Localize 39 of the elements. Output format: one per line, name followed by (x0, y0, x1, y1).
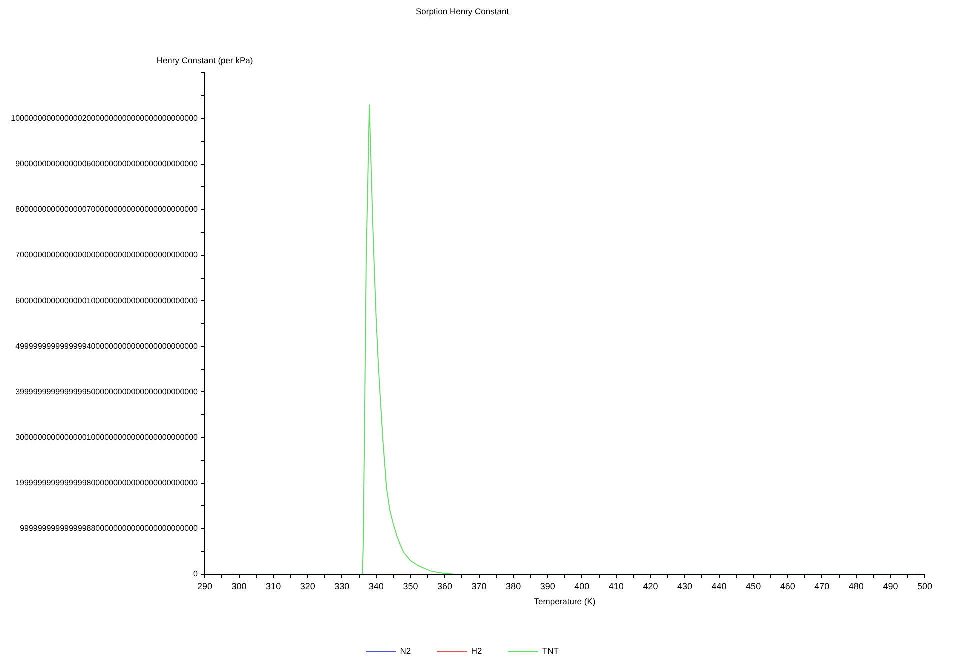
x-tick-label: 340 (368, 581, 384, 592)
y-tick-label: 9999999999999998800000000000000000000000 (20, 524, 199, 534)
x-tick-label: 370 (472, 581, 487, 592)
y-tick-label: 0 (194, 570, 199, 579)
x-tick-label: 390 (540, 581, 556, 592)
x-tick-label: 310 (266, 581, 282, 592)
x-tick-label: 440 (712, 581, 727, 592)
y-tick-label: 60000000000000001000000000000000000000000 (16, 296, 199, 306)
legend-label: H2 (471, 646, 482, 656)
y-tick-label: 70000000000000000000000000000000000000000 (16, 250, 199, 260)
x-tick-label: 480 (848, 581, 864, 592)
x-tick-label: 330 (334, 581, 350, 592)
x-tick-label: 470 (814, 581, 830, 592)
x-axis-title: Temperature (K) (534, 596, 596, 607)
x-tick-label: 490 (883, 581, 898, 592)
x-tick-label: 380 (506, 581, 522, 592)
x-tick-label: 320 (300, 581, 316, 592)
x-tick-label: 460 (780, 581, 796, 592)
x-tick-label: 400 (574, 581, 590, 592)
x-tick-label: 450 (746, 581, 762, 592)
x-tick-label: 410 (608, 581, 624, 592)
legend-label: TNT (542, 646, 560, 656)
y-tick-label: 90000000000000006000000000000000000000000 (16, 160, 199, 169)
x-tick-label: 290 (197, 581, 213, 592)
y-tick-label: 80000000000000007000000000000000000000000 (16, 205, 199, 214)
y-tick-label: 19999999999999998000000000000000000000000 (16, 478, 199, 488)
chart-title: Sorption Henry Constant (416, 6, 510, 16)
y-axis-title: Henry Constant (per kPa) (156, 56, 254, 66)
x-tick-label: 500 (917, 581, 933, 592)
y-tick-label: 30000000000000001000000000000000000000000 (16, 432, 199, 442)
x-tick-label: 420 (643, 581, 658, 592)
x-tick-label: 430 (677, 581, 693, 592)
y-tick-label: 49999999999999994000000000000000000000000 (16, 342, 199, 351)
legend-label: N2 (400, 646, 412, 656)
y-tick-label: 39999999999999995000000000000000000000000 (16, 387, 199, 396)
x-tick-label: 300 (232, 581, 247, 592)
x-tick-label: 350 (403, 581, 418, 592)
x-tick-label: 360 (437, 581, 453, 592)
y-tick-label: 100000000000000020000000000000000000000000 (11, 114, 199, 123)
